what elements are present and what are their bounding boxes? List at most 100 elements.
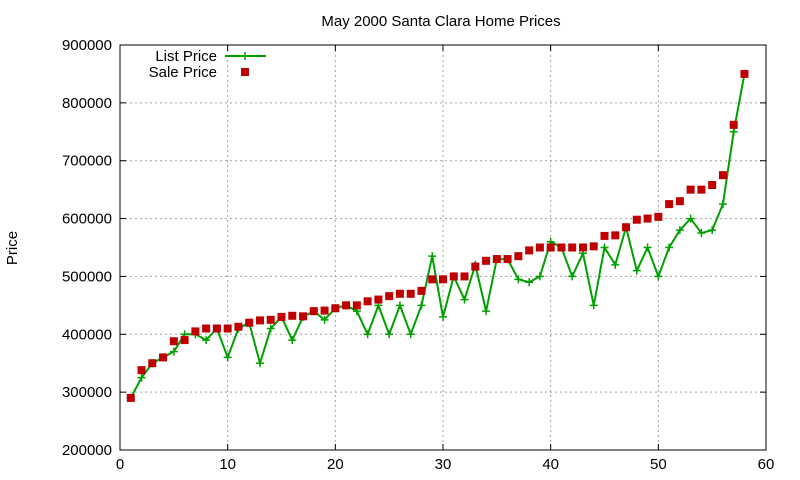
y-tick-label: 400000 — [62, 326, 112, 343]
list-price-point — [525, 278, 534, 287]
list-price-point — [729, 127, 738, 136]
legend-label-sale-price: Sale Price — [149, 64, 217, 81]
sale-price-point — [600, 231, 609, 240]
sale-price-point — [589, 242, 598, 251]
sale-price-point — [428, 275, 437, 284]
list-price-point — [385, 330, 394, 339]
sale-price-point — [622, 223, 631, 232]
list-price-point — [428, 252, 437, 261]
legend-marker-sale-price — [241, 68, 249, 76]
sale-price-point — [137, 366, 146, 375]
list-price-point — [320, 315, 329, 324]
sale-price-point — [449, 272, 458, 281]
list-price-point — [460, 295, 469, 304]
sale-price-point — [740, 69, 749, 78]
list-price-point — [568, 272, 577, 281]
list-price-point — [589, 301, 598, 310]
sale-price-point — [697, 185, 706, 194]
list-price-point — [535, 272, 544, 281]
series-layer — [126, 69, 749, 402]
list-price-point — [675, 226, 684, 235]
list-price-point — [169, 347, 178, 356]
sale-price-point — [578, 243, 587, 252]
x-tick-label: 50 — [650, 456, 667, 473]
y-tick-label: 500000 — [62, 268, 112, 285]
sale-price-point — [159, 353, 168, 362]
y-tick-label: 900000 — [62, 37, 112, 54]
sale-price-point — [385, 292, 394, 301]
sale-price-point — [482, 256, 491, 265]
sale-price-point — [665, 200, 674, 209]
sale-price-point — [212, 324, 221, 333]
sale-price-point — [202, 324, 211, 333]
sale-price-point — [568, 243, 577, 252]
sale-price-point — [169, 337, 178, 346]
list-price-point — [514, 275, 523, 284]
sale-price-point — [632, 215, 641, 224]
sale-price-point — [535, 243, 544, 252]
sale-price-point — [525, 246, 534, 255]
y-tick-label: 800000 — [62, 95, 112, 112]
sale-price-point — [417, 286, 426, 295]
list-price-point — [202, 336, 211, 345]
sale-price-point — [288, 311, 297, 320]
list-price-point — [288, 336, 297, 345]
sale-price-point — [503, 255, 512, 264]
legend-label-list-price: List Price — [155, 48, 217, 65]
list-price-point — [718, 200, 727, 209]
sale-price-point — [643, 214, 652, 223]
sale-price-point — [686, 185, 695, 194]
sale-price-point — [277, 312, 286, 321]
sale-price-point — [729, 120, 738, 129]
y-tick-label: 300000 — [62, 384, 112, 401]
y-axis-label: Price — [4, 231, 21, 265]
sale-price-point — [460, 272, 469, 281]
series-line-list-price — [129, 73, 746, 399]
sale-price-point — [299, 312, 308, 321]
sale-price-point — [309, 307, 318, 316]
list-price-point — [439, 312, 447, 321]
y-tick-label: 700000 — [62, 153, 112, 170]
sale-price-point — [126, 393, 135, 402]
list-price-point — [363, 330, 372, 339]
sale-price-point — [320, 306, 329, 315]
sale-price-point — [352, 301, 361, 310]
ticks: 0 10 20 30 40 50 60 200000 300000 400000 500000 600… — [62, 37, 774, 473]
x-tick-label: 40 — [542, 456, 559, 473]
list-price-point — [417, 301, 426, 310]
list-price-point — [632, 266, 641, 275]
sale-price-point — [342, 301, 351, 310]
sale-price-point — [406, 289, 415, 298]
x-tick-label: 0 — [116, 456, 124, 473]
sale-price-point — [266, 315, 275, 324]
y-tick-label: 600000 — [62, 211, 112, 228]
list-price-point — [406, 330, 415, 339]
list-price-point — [708, 226, 717, 235]
sale-price-point — [255, 316, 264, 325]
legend-marker-list-price — [241, 52, 249, 60]
sale-price-point — [611, 231, 620, 240]
list-price-point — [395, 301, 404, 310]
sale-price-point — [234, 322, 243, 331]
sale-price-point — [718, 171, 727, 180]
list-price-point — [600, 243, 609, 252]
list-price-point — [266, 324, 275, 333]
x-tick-label: 60 — [758, 456, 775, 473]
series-1 — [126, 69, 749, 402]
sale-price-point — [546, 243, 555, 252]
sale-price-point — [492, 255, 501, 264]
sale-price-point — [557, 243, 566, 252]
y-tick-label: 200000 — [62, 442, 112, 459]
list-price-point — [137, 373, 146, 382]
list-price-point — [611, 260, 620, 269]
sale-price-point — [180, 336, 189, 345]
list-price-point — [665, 243, 674, 252]
sale-price-point — [514, 252, 523, 261]
list-price-point — [255, 359, 264, 368]
sale-price-point — [395, 289, 404, 298]
x-tick-label: 10 — [219, 456, 236, 473]
list-price-point — [223, 353, 232, 362]
sale-price-point — [374, 295, 383, 304]
list-price-point — [482, 307, 491, 316]
